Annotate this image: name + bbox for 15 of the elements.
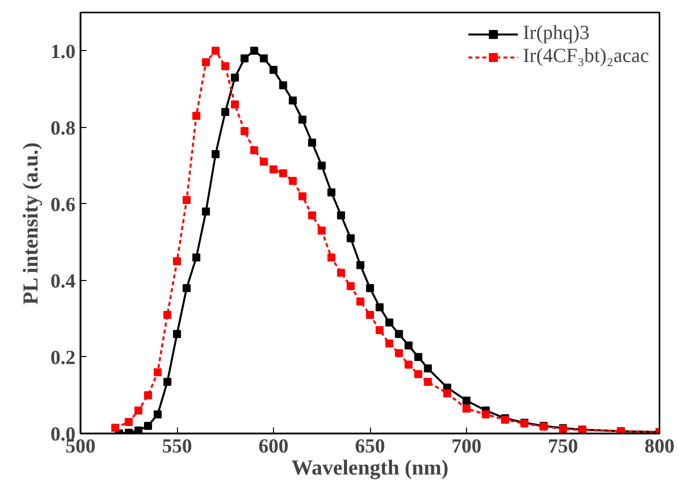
x-tick-label: 550 xyxy=(162,436,192,458)
y-axis-title: PL intensity (a.u.) xyxy=(18,142,42,305)
legend-label: Ir(4CF₃bt)₂acac xyxy=(522,45,649,68)
x-tick-label: 650 xyxy=(355,436,385,458)
x-axis-title: Wavelength (nm) xyxy=(292,456,449,480)
y-tick-label: 0.8 xyxy=(50,117,76,140)
y-tick-label: 1.0 xyxy=(50,40,76,63)
x-tick-label: 800 xyxy=(644,436,674,458)
y-tick-label: 0.2 xyxy=(50,346,76,369)
x-tick-label: 750 xyxy=(548,436,578,458)
legend-label: Ir(phq)3 xyxy=(522,22,590,45)
y-tick-label: 0.4 xyxy=(50,270,76,292)
x-tick-label: 700 xyxy=(452,436,482,458)
y-tick-label: 0.6 xyxy=(50,194,76,216)
x-tick-label: 600 xyxy=(258,436,288,458)
